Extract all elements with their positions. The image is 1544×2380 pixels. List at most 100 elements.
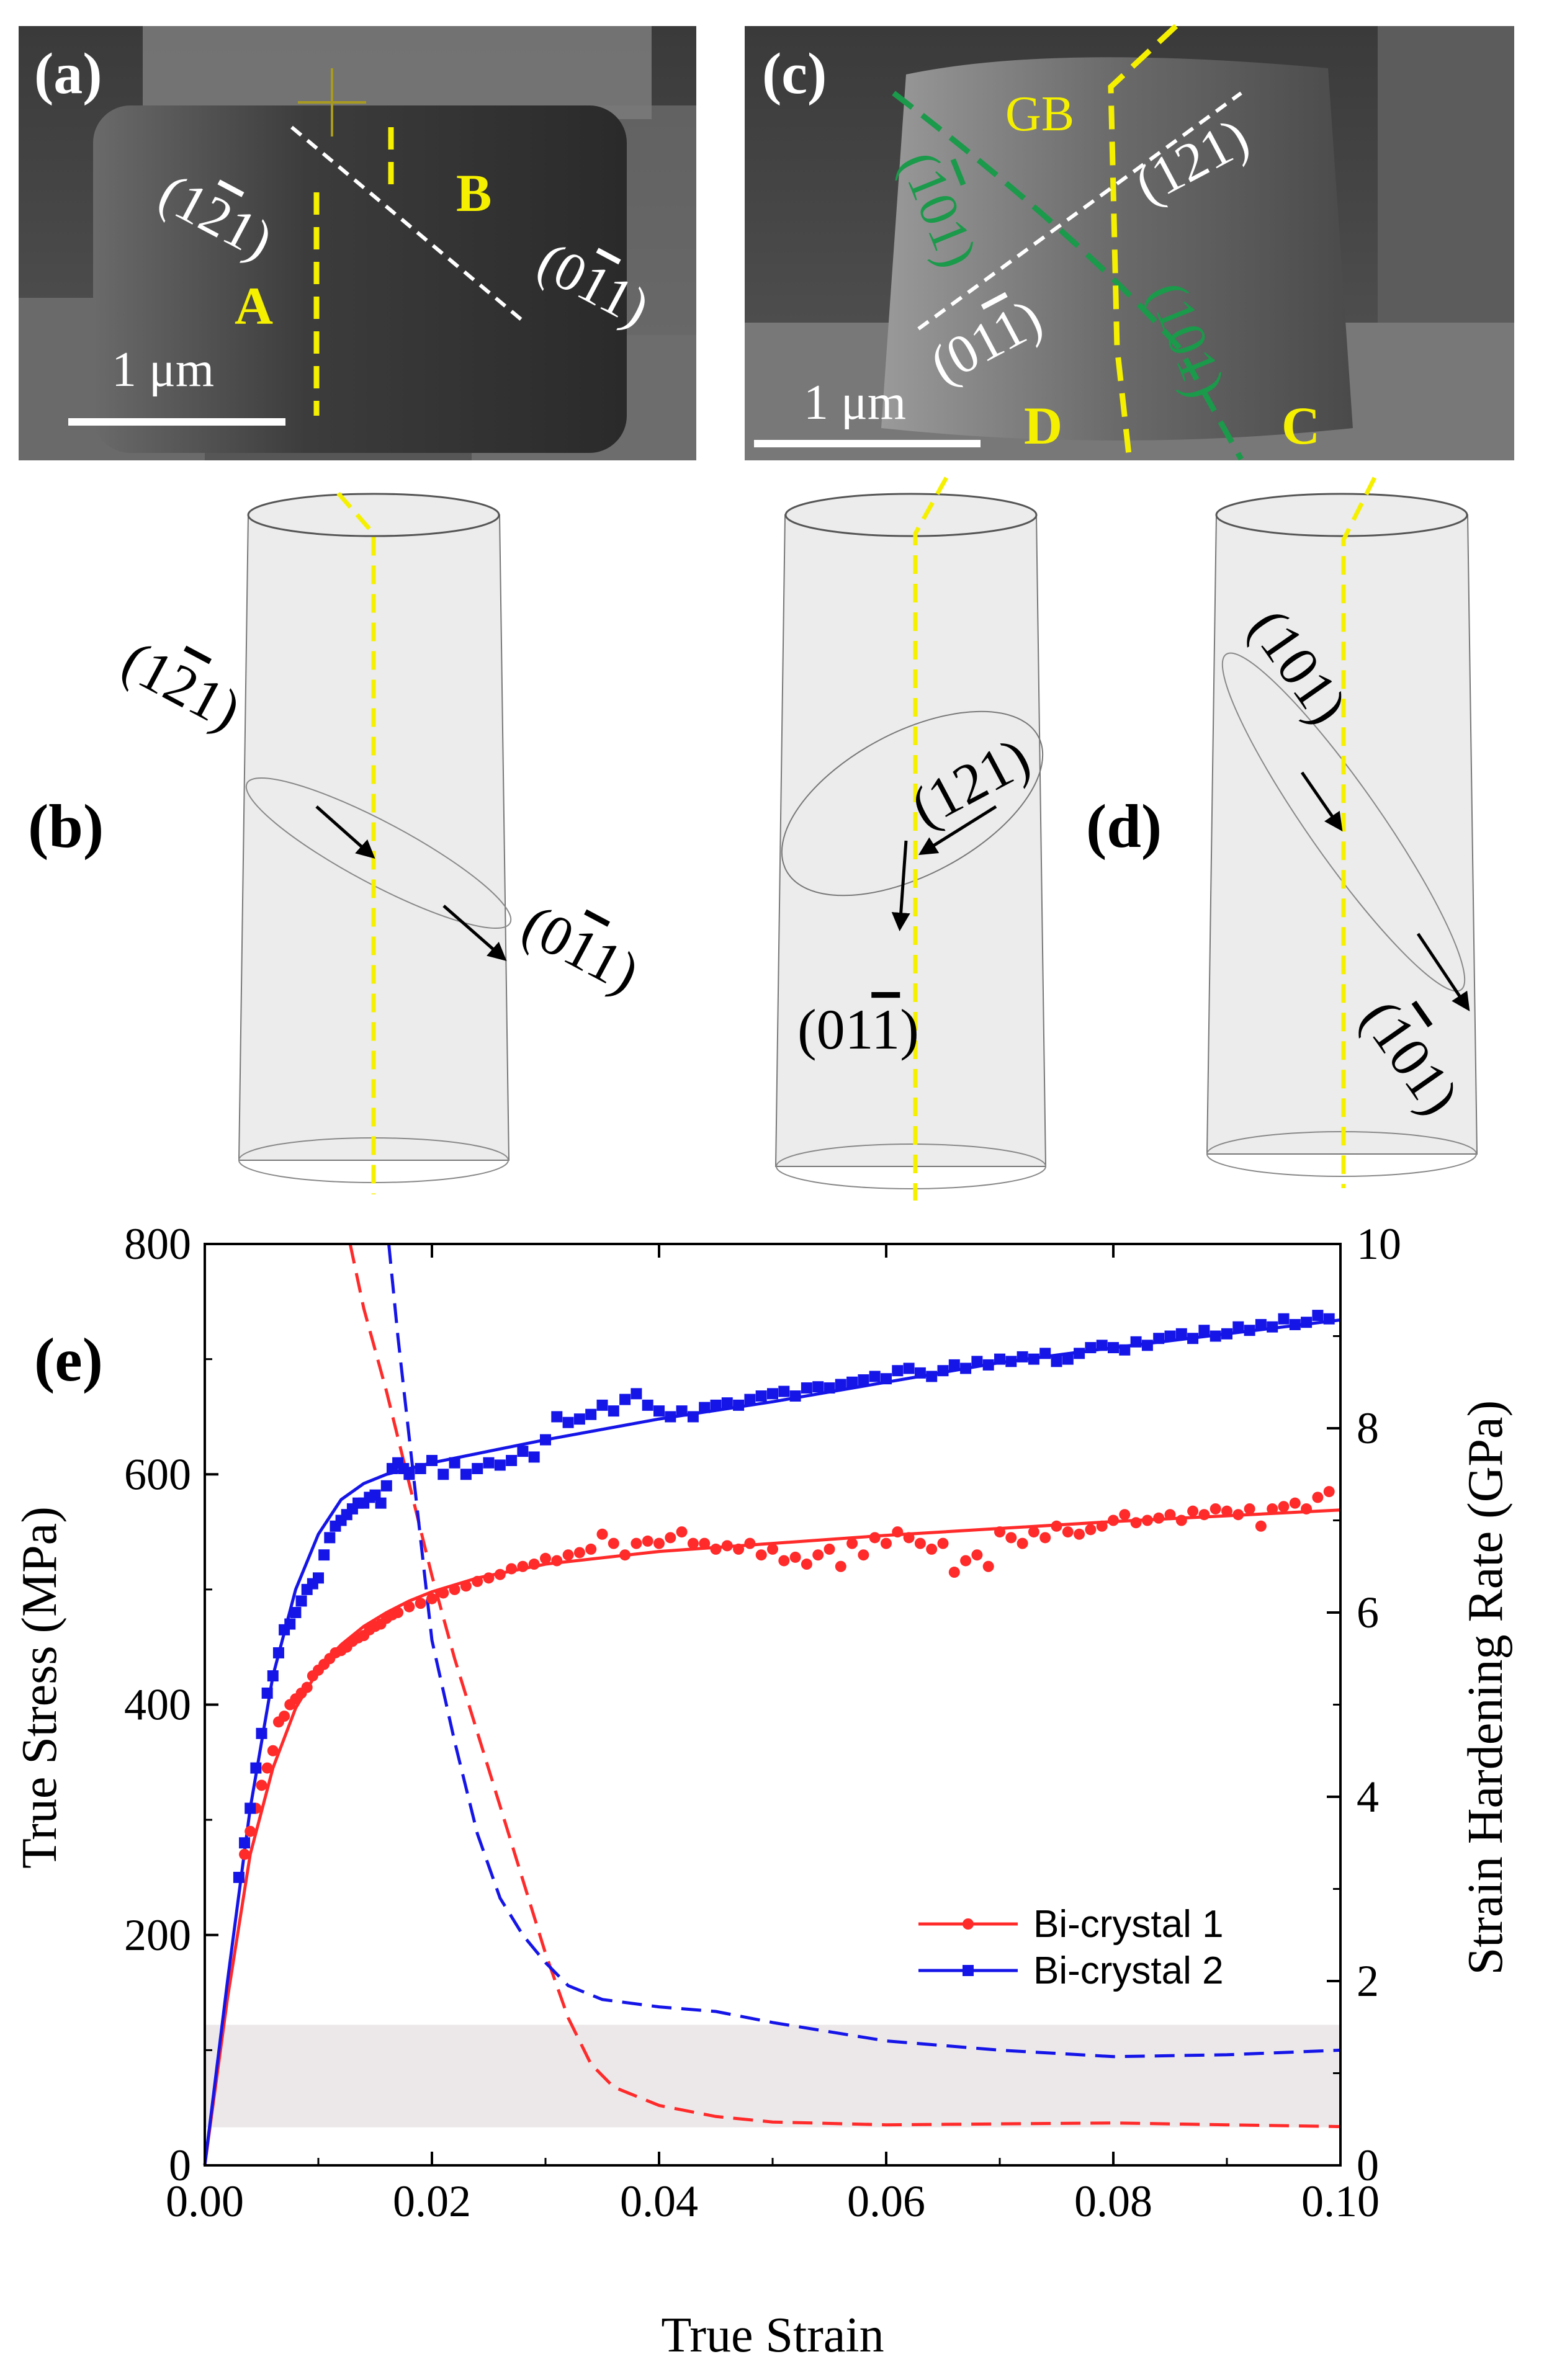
panel-label-a: (a) <box>34 42 102 106</box>
series-1-point <box>403 1601 415 1613</box>
series-1-point <box>608 1537 619 1549</box>
slip-trace-c-white <box>917 91 1242 331</box>
series-1-point <box>721 1540 733 1552</box>
y-tick-label: 400 <box>124 1680 191 1730</box>
miller-a-1-21: (121) <box>150 163 282 271</box>
series-2-point <box>1323 1313 1335 1325</box>
series-2-point <box>562 1416 574 1428</box>
series-1-point <box>1051 1520 1062 1532</box>
series-2-point <box>472 1462 483 1474</box>
series-2-point <box>926 1371 938 1382</box>
x-axis-title: True Strain <box>661 2308 884 2363</box>
series-2-point <box>1017 1351 1028 1362</box>
y2-tick-label: 6 <box>1357 1588 1379 1637</box>
series-2-point <box>767 1388 778 1400</box>
series-1-point <box>1108 1514 1119 1526</box>
series-1-point <box>426 1593 438 1604</box>
series-1-point <box>881 1537 892 1549</box>
x-tick-label: 0.08 <box>1074 2176 1152 2226</box>
chart-panel-label: (e) <box>34 1325 103 1394</box>
series-2-point <box>869 1371 881 1382</box>
series-1-point <box>676 1526 688 1538</box>
series-2-point <box>1289 1318 1301 1330</box>
slip-plane-b <box>245 777 512 929</box>
series-2-point <box>239 1837 251 1849</box>
series-2-point <box>937 1365 949 1377</box>
slip-trace-c-green <box>892 91 1244 461</box>
series-1-point <box>551 1555 563 1567</box>
series-2-point <box>1267 1321 1278 1333</box>
series-2-point <box>619 1394 631 1405</box>
series-2-point <box>1278 1313 1290 1325</box>
series-1-point <box>1062 1526 1074 1538</box>
series-1-point <box>801 1559 812 1570</box>
y2-tick-label: 2 <box>1357 1956 1379 2006</box>
series-2-point <box>290 1607 302 1618</box>
series-2-point <box>812 1381 824 1393</box>
series-2-point <box>733 1399 745 1411</box>
series-1-point <box>1187 1505 1199 1517</box>
series-1-point <box>835 1560 846 1572</box>
legend-label-2: Bi-crystal 2 <box>1033 1949 1224 1992</box>
series-1-point <box>619 1549 631 1561</box>
series-1-point <box>1141 1514 1153 1526</box>
series-1-point <box>960 1555 972 1567</box>
y-tick-label: 200 <box>124 1910 191 1960</box>
series-2-point <box>1210 1330 1221 1342</box>
series-1-point <box>1289 1497 1301 1509</box>
series-1-point <box>869 1532 881 1544</box>
grain-boundary-d <box>1341 476 1377 1188</box>
series-2-point <box>551 1411 563 1423</box>
sem-pillar-a <box>93 105 627 453</box>
miller-c-101-top: (101) <box>888 143 988 275</box>
series-1-point <box>1244 1503 1255 1514</box>
series-1-point <box>245 1825 256 1837</box>
pillar-top-d <box>1215 493 1468 537</box>
slip-trace-a <box>290 125 523 321</box>
series-2-point <box>284 1618 296 1630</box>
series-2-point <box>971 1356 983 1367</box>
series-2-point <box>1051 1356 1062 1367</box>
slip-arrow-mid-2 <box>891 840 910 931</box>
series-1-point <box>301 1681 313 1693</box>
series-1-point <box>1175 1514 1187 1526</box>
series-2-point <box>1187 1333 1199 1344</box>
grain-label-d: D <box>1024 396 1062 455</box>
series-1-point <box>767 1543 778 1555</box>
series-2-point <box>261 1687 273 1699</box>
series-2-point <box>449 1457 460 1469</box>
series-2-point <box>801 1382 812 1394</box>
legend-marker-1 <box>963 1918 974 1930</box>
series-1-point <box>460 1580 472 1592</box>
series-1-point <box>573 1547 585 1559</box>
x-tick-label: 0.00 <box>166 2176 244 2226</box>
series-1-point <box>449 1583 460 1595</box>
sem-pillar-c <box>881 57 1353 441</box>
series-2-point <box>699 1402 711 1413</box>
miller-b-1-21: (121) <box>112 629 251 743</box>
scale-bar-label-c: 1 μm <box>804 375 906 430</box>
series-2-point <box>573 1413 585 1425</box>
series-1-point <box>261 1762 273 1774</box>
series-2-point <box>1039 1348 1051 1359</box>
pillar-bottom-mid <box>776 1143 1046 1189</box>
y2-tick-label: 0 <box>1357 2141 1379 2190</box>
series-2-point <box>858 1374 869 1386</box>
series-2-point <box>642 1399 653 1411</box>
series-2-point <box>982 1359 994 1371</box>
series-1-point <box>858 1549 869 1561</box>
series-1-point <box>256 1779 267 1791</box>
series-2-point <box>744 1394 756 1405</box>
series-2-point <box>960 1362 972 1374</box>
series-2-point <box>824 1382 835 1394</box>
series-1-point <box>982 1560 994 1572</box>
series-2-point <box>403 1469 415 1480</box>
series-1-point <box>1164 1509 1176 1521</box>
series-2-point <box>438 1469 449 1480</box>
series-2-hardening-rate-curve <box>387 1243 1341 2059</box>
series-2-point <box>460 1469 472 1480</box>
grain-boundary-c <box>1108 24 1178 461</box>
series-2-point <box>903 1362 915 1374</box>
series-1-fit-line <box>203 1508 1341 2166</box>
slip-arrow-b-1 <box>315 805 375 859</box>
